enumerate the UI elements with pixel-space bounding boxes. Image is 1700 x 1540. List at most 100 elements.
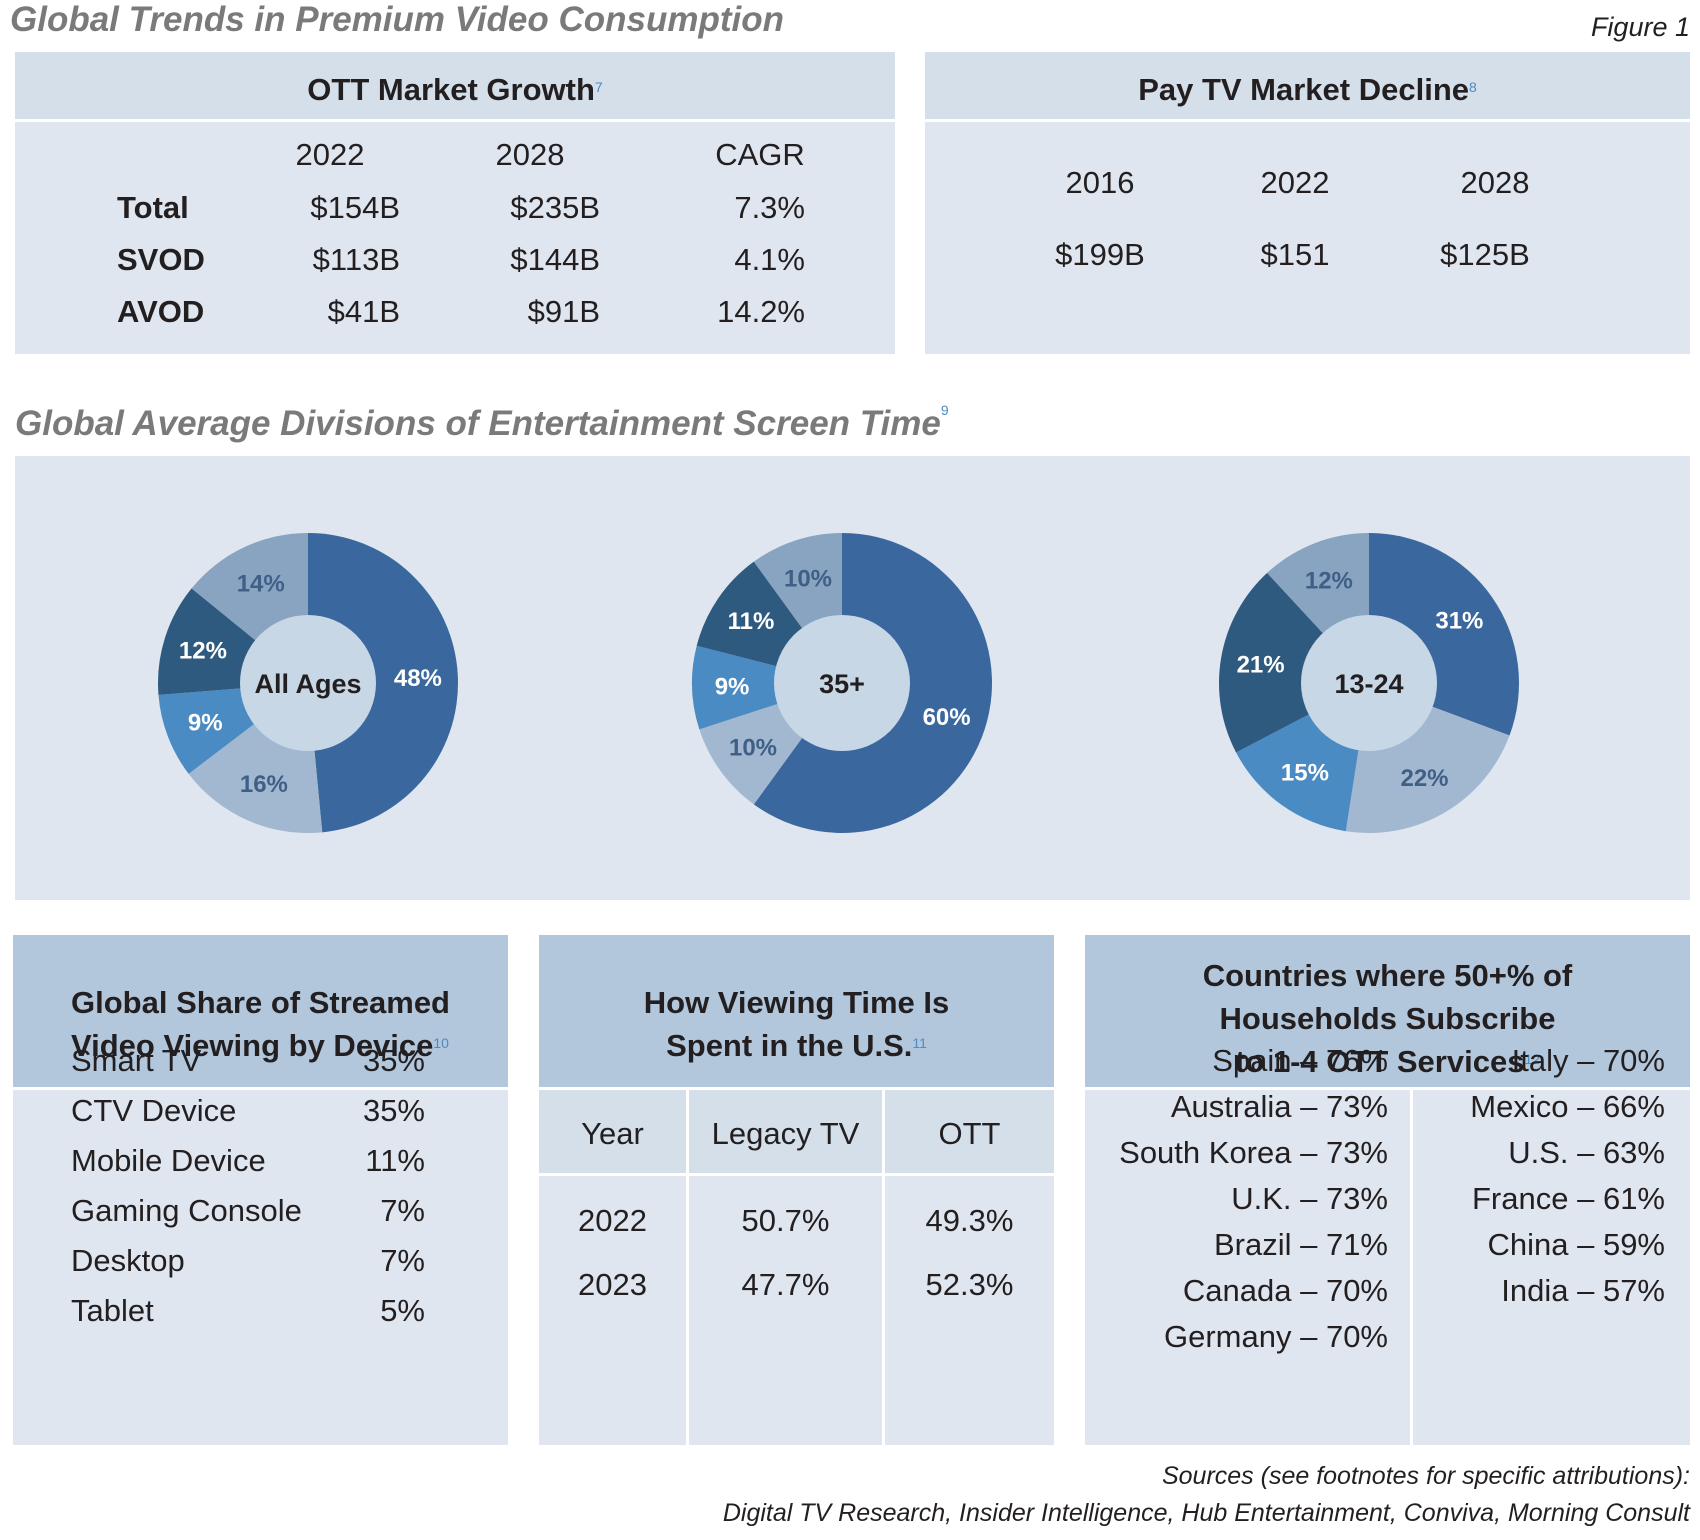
slice-percent-label: 16% — [240, 771, 288, 798]
country-entry: South Korea – 73% — [1119, 1135, 1388, 1170]
ott-cell: 14.2% — [717, 294, 805, 329]
figure-label: Figure 1 — [1590, 12, 1690, 42]
paytv-panel-header: Pay TV Market Decline8 — [925, 52, 1690, 122]
footnote-ref: 7 — [594, 79, 603, 95]
donut-hole — [240, 615, 376, 751]
viewing-time-panel: How Viewing Time Is Spent in the U.S.11 … — [539, 935, 1054, 1445]
page-title: Global Trends in Premium Video Consumpti… — [10, 0, 784, 39]
country-entry: China – 59% — [1487, 1227, 1665, 1262]
ott-cell: $235B — [510, 190, 600, 225]
viewing-column-header: Year — [581, 1116, 644, 1151]
device-panel-title: Global Share of Streamed Video Viewing b… — [71, 985, 450, 1063]
footnote-ref: 8 — [1469, 79, 1477, 95]
paytv-year: 2016 — [1065, 165, 1135, 200]
device-label: Tablet — [71, 1293, 154, 1328]
pay-tv-decline-panel: Pay TV Market Decline8 2016 2022 2028 $1… — [925, 52, 1690, 354]
country-entry: Canada – 70% — [1182, 1273, 1388, 1308]
slice-percent-label: 31% — [1435, 607, 1483, 634]
ott-row-label: Total — [117, 190, 189, 225]
slice-percent-label: 22% — [1400, 765, 1448, 792]
viewing-column-header: OTT — [938, 1116, 1001, 1151]
viewing-cell: 2023 — [578, 1267, 647, 1302]
device-label: Mobile Device — [71, 1143, 266, 1178]
device-label: Smart TV — [71, 1043, 202, 1078]
ott-cell: 7.3% — [734, 190, 805, 225]
slice-percent-label: 12% — [179, 637, 227, 664]
donut-hole — [774, 615, 910, 751]
slice-percent-label: 10% — [784, 565, 832, 592]
paytv-year: 2022 — [1260, 165, 1330, 200]
donut-center-title: 35+ — [819, 669, 865, 699]
country-entry: Brazil – 71% — [1213, 1227, 1388, 1262]
device-value: 7% — [380, 1243, 425, 1278]
ott-column-header: 2022 — [295, 137, 365, 172]
viewing-cell: 2022 — [578, 1203, 647, 1238]
screen-time-donut-charts: 48%16%9%12%14%All AgesTV Shows& MoviesGa… — [158, 533, 1520, 833]
donut-center-title: 13-24 — [1334, 669, 1403, 699]
country-entry: Spain – 76% — [1212, 1043, 1388, 1078]
ott-panel-title: OTT Market Growth7 — [307, 72, 603, 107]
paytv-value: $199B — [1055, 237, 1145, 272]
device-share-panel: Global Share of Streamed Video Viewing b… — [13, 935, 508, 1445]
viewing-cell: 50.7% — [741, 1203, 830, 1238]
viewing-cell: 47.7% — [741, 1267, 830, 1302]
ott-cell: $154B — [310, 190, 400, 225]
donut-slice — [692, 645, 842, 730]
device-value: 35% — [362, 1093, 425, 1128]
country-entry: Australia – 73% — [1170, 1089, 1388, 1124]
divider — [686, 1090, 689, 1445]
donut-slice — [308, 533, 459, 833]
slice-percent-label: 60% — [923, 704, 971, 731]
ott-market-growth-panel: OTT Market Growth7 2022 2028 CAGR Total … — [15, 52, 895, 354]
divider — [1410, 1090, 1413, 1445]
ott-cell: $91B — [527, 294, 600, 329]
slice-percent-label: 9% — [188, 709, 223, 736]
device-value: 5% — [380, 1293, 425, 1328]
device-label: Desktop — [71, 1243, 185, 1278]
donut-slice — [1218, 572, 1369, 753]
slice-percent-label: 12% — [1305, 568, 1353, 595]
country-entry: U.S. – 63% — [1508, 1135, 1665, 1170]
ott-panel-header: OTT Market Growth7 — [15, 52, 895, 122]
footnote-ref: 11 — [912, 1035, 927, 1051]
viewing-cell: 49.3% — [925, 1203, 1014, 1238]
country-entry: India – 57% — [1501, 1273, 1665, 1308]
ott-cell: $113B — [312, 242, 400, 277]
device-value: 11% — [365, 1143, 425, 1178]
footnote-ref: 9 — [940, 402, 949, 418]
divider — [539, 1173, 1054, 1176]
screen-time-title: Global Average Divisions of Entertainmen… — [15, 402, 949, 443]
country-entry: France – 61% — [1472, 1181, 1665, 1216]
footnote-ref: 12 — [1524, 1051, 1541, 1067]
countries-panel-title: Countries where 50+% of Households Subsc… — [1202, 958, 1573, 1079]
slice-percent-label: 10% — [729, 735, 777, 762]
ott-cell: $144B — [510, 242, 600, 277]
viewing-panel-header: How Viewing Time Is Spent in the U.S.11 — [539, 935, 1054, 1090]
device-value: 35% — [362, 1043, 425, 1078]
donut-hole — [1301, 615, 1437, 751]
ott-cell: 4.1% — [734, 242, 805, 277]
footnote-ref: 10 — [433, 1035, 449, 1051]
viewing-panel-title: How Viewing Time Is Spent in the U.S.11 — [643, 985, 950, 1063]
countries-panel-header: Countries where 50+% of Households Subsc… — [1085, 935, 1690, 1090]
slice-percent-label: 14% — [237, 571, 285, 598]
donut-center-title: All Ages — [254, 669, 361, 699]
paytv-value: $151 — [1260, 237, 1330, 272]
slice-percent-label: 48% — [394, 665, 442, 692]
slice-percent-label: 15% — [1281, 759, 1329, 786]
ott-row-label: SVOD — [117, 242, 205, 277]
device-label: Gaming Console — [71, 1193, 302, 1228]
country-entry: Italy – 70% — [1511, 1043, 1665, 1078]
slice-percent-label: 21% — [1237, 651, 1285, 678]
sources-line: Sources (see footnotes for specific attr… — [1161, 1462, 1690, 1490]
ott-column-header: CAGR — [715, 137, 805, 172]
ott-column-header: 2028 — [495, 137, 565, 172]
country-entry: U.K. – 73% — [1231, 1181, 1388, 1216]
paytv-panel-title: Pay TV Market Decline8 — [1138, 72, 1477, 107]
slice-percent-label: 9% — [715, 673, 750, 700]
slice-percent-label: 11% — [728, 608, 775, 635]
ott-cell: $41B — [327, 294, 400, 329]
ott-row-label: AVOD — [117, 294, 205, 329]
screen-time-panel: 48%16%9%12%14%All AgesTV Shows& MoviesGa… — [15, 456, 1690, 900]
paytv-value: $125B — [1440, 237, 1530, 272]
